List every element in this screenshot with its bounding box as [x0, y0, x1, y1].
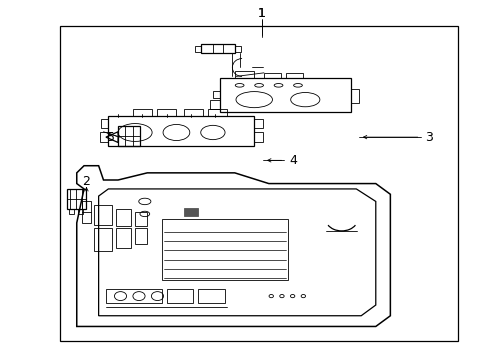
Bar — [183, 208, 198, 216]
Bar — [351, 89, 358, 103]
Bar — [106, 289, 162, 303]
Bar — [201, 44, 234, 53]
Text: 4: 4 — [288, 154, 296, 167]
Bar — [234, 46, 240, 52]
Text: 2: 2 — [82, 175, 90, 188]
Bar — [101, 119, 108, 128]
Bar — [285, 73, 302, 78]
Bar — [264, 73, 281, 78]
Bar — [135, 212, 147, 226]
Bar — [78, 208, 82, 214]
Bar — [132, 109, 152, 116]
Bar — [118, 126, 140, 146]
Bar — [254, 132, 263, 143]
Bar — [67, 189, 85, 208]
Bar — [135, 228, 147, 244]
Text: 1: 1 — [257, 8, 265, 21]
Bar — [234, 71, 254, 78]
Bar — [157, 109, 176, 116]
Bar — [198, 289, 224, 303]
Bar — [116, 208, 131, 226]
Bar — [116, 228, 131, 248]
Bar — [60, 26, 458, 341]
Bar — [94, 228, 112, 251]
Bar — [212, 91, 220, 98]
Bar — [166, 289, 193, 303]
Text: 3: 3 — [425, 131, 432, 144]
Bar — [183, 109, 203, 116]
Text: 1: 1 — [257, 8, 265, 21]
Bar — [210, 100, 220, 109]
Bar — [254, 119, 263, 128]
Bar — [100, 132, 108, 143]
Text: 5: 5 — [106, 131, 115, 144]
Bar — [195, 46, 201, 52]
Bar — [94, 205, 112, 225]
Bar — [162, 219, 287, 280]
Bar — [69, 208, 74, 214]
Bar — [207, 109, 227, 116]
Bar — [81, 202, 91, 223]
